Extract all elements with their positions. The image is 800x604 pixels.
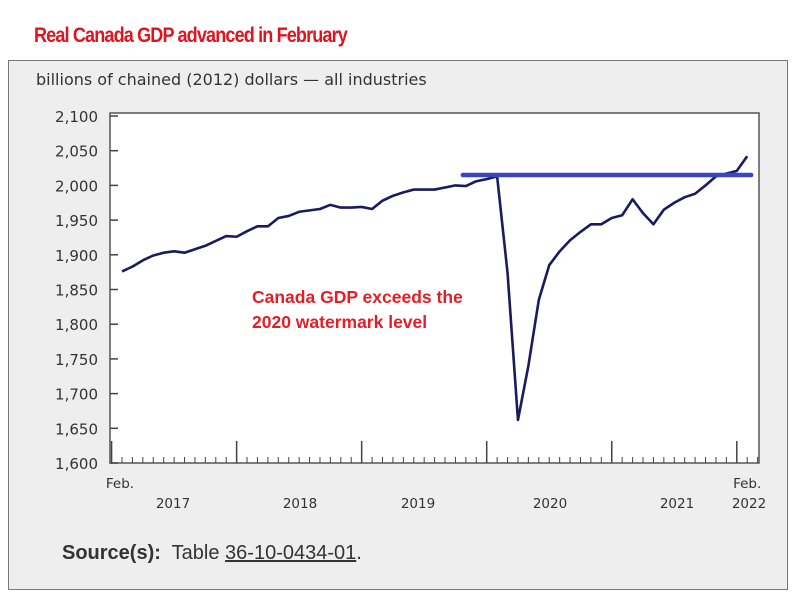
y-tick-label: 1,700 bbox=[55, 386, 98, 404]
x-year-label: 2017 bbox=[156, 496, 190, 512]
source-label: Source(s): bbox=[62, 542, 161, 564]
x-year-label: 2022 bbox=[732, 496, 766, 512]
y-tick-label: 1,850 bbox=[55, 282, 98, 300]
x-year-label: 2020 bbox=[533, 496, 567, 512]
y-tick-label: 2,000 bbox=[55, 177, 98, 195]
plot-area bbox=[109, 112, 760, 464]
x-year-label: 2018 bbox=[283, 496, 317, 512]
source-table-link[interactable]: 36-10-0434-01 bbox=[225, 542, 357, 564]
x-label-start-month: Feb. bbox=[106, 476, 134, 492]
y-tick-label: 1,900 bbox=[55, 247, 98, 265]
y-axis-label: billions of chained (2012) dollars — all… bbox=[36, 70, 427, 89]
chart-title: Real Canada GDP advanced in February bbox=[34, 24, 348, 47]
y-tick-label: 1,750 bbox=[55, 351, 98, 369]
x-year-label: 2019 bbox=[401, 496, 435, 512]
y-tick-label: 1,650 bbox=[55, 420, 98, 438]
annotation-line-1: Canada GDP exceeds the bbox=[252, 287, 463, 307]
source-end: . bbox=[356, 542, 362, 564]
y-tick-label: 2,050 bbox=[55, 143, 98, 161]
x-year-label: 2021 bbox=[660, 496, 694, 512]
y-tick-label: 1,600 bbox=[55, 455, 98, 473]
x-label-end-month: Feb. bbox=[733, 476, 761, 492]
y-tick-label: 1,950 bbox=[55, 212, 98, 230]
source-note: Source(s): Table 36-10-0434-01. bbox=[62, 542, 362, 565]
y-tick-label: 1,800 bbox=[55, 316, 98, 334]
annotation-line-2: 2020 watermark level bbox=[252, 312, 428, 332]
source-text: Table bbox=[171, 542, 226, 564]
y-tick-label: 2,100 bbox=[55, 108, 98, 126]
